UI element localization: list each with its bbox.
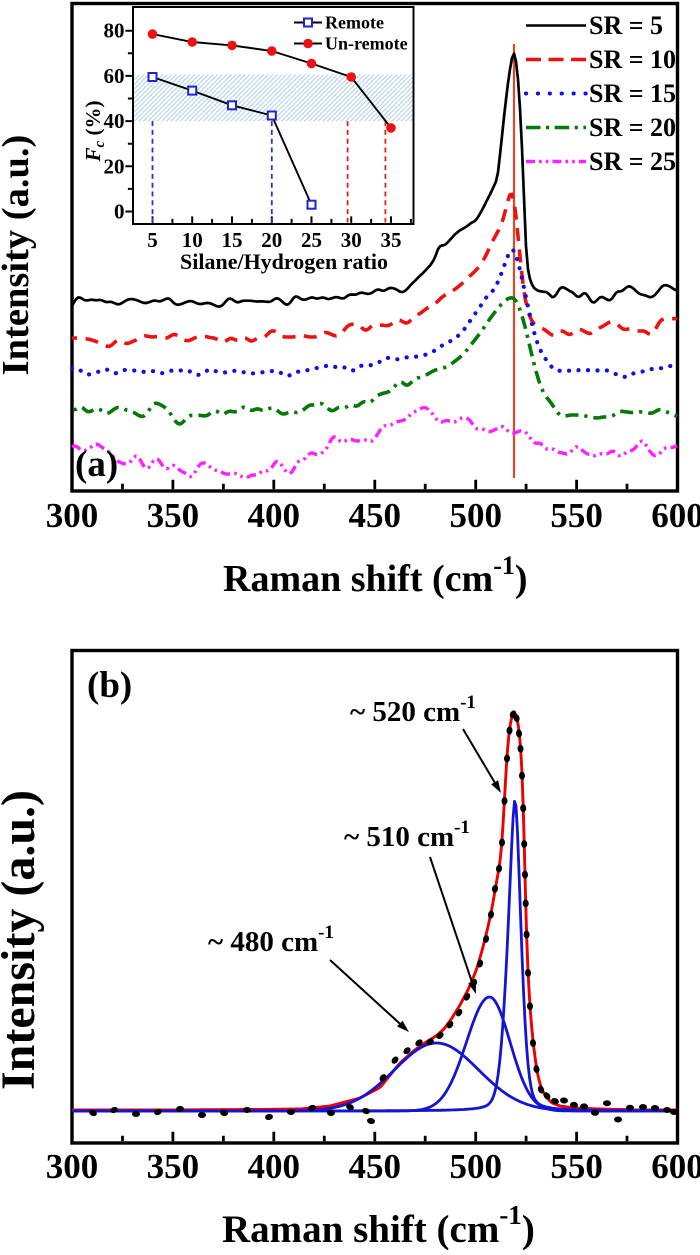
svg-text:5: 5 bbox=[147, 228, 158, 252]
svg-text:400: 400 bbox=[248, 496, 301, 535]
svg-text:Un-remote: Un-remote bbox=[325, 34, 408, 54]
svg-text:(b): (b) bbox=[87, 665, 132, 706]
svg-text:35: 35 bbox=[381, 228, 402, 252]
svg-text:SR = 5: SR = 5 bbox=[589, 11, 663, 40]
svg-text:20: 20 bbox=[104, 154, 125, 178]
svg-text:Remote: Remote bbox=[325, 13, 384, 33]
svg-text:450: 450 bbox=[349, 1147, 402, 1186]
svg-text:40: 40 bbox=[104, 109, 125, 133]
svg-text:350: 350 bbox=[147, 496, 200, 535]
svg-text:15: 15 bbox=[222, 228, 243, 252]
svg-text:~ 510 cm-1: ~ 510 cm-1 bbox=[344, 817, 470, 853]
svg-text:Silane/Hydrogen ratio: Silane/Hydrogen ratio bbox=[180, 249, 388, 274]
svg-text:400: 400 bbox=[248, 1147, 301, 1186]
svg-text:60: 60 bbox=[104, 64, 125, 88]
svg-text:Raman shift (cm-1): Raman shift (cm-1) bbox=[223, 551, 528, 600]
svg-text:25: 25 bbox=[301, 228, 322, 252]
svg-text:80: 80 bbox=[104, 19, 125, 43]
svg-text:500: 500 bbox=[449, 1147, 502, 1186]
svg-text:450: 450 bbox=[349, 496, 402, 535]
svg-text:Intensity (a.u.): Intensity (a.u.) bbox=[0, 790, 45, 1090]
svg-text:550: 550 bbox=[550, 1147, 603, 1186]
svg-text:350: 350 bbox=[147, 1147, 200, 1186]
svg-text:~ 520 cm-1: ~ 520 cm-1 bbox=[350, 692, 476, 728]
svg-text:300: 300 bbox=[46, 496, 99, 535]
svg-text:550: 550 bbox=[550, 496, 603, 535]
svg-text:SR = 15: SR = 15 bbox=[589, 79, 676, 108]
svg-text:(a): (a) bbox=[75, 444, 118, 485]
svg-text:Intensity (a.u.): Intensity (a.u.) bbox=[0, 135, 37, 376]
svg-text:Fc (%): Fc (%) bbox=[81, 101, 108, 163]
svg-text:SR = 20: SR = 20 bbox=[589, 113, 676, 142]
svg-text:500: 500 bbox=[449, 496, 502, 535]
svg-text:SR = 25: SR = 25 bbox=[589, 147, 676, 176]
svg-text:300: 300 bbox=[46, 1147, 99, 1186]
svg-text:Raman shift (cm-1): Raman shift (cm-1) bbox=[222, 1200, 535, 1250]
svg-text:10: 10 bbox=[182, 228, 203, 252]
svg-text:600: 600 bbox=[651, 496, 700, 535]
svg-text:0: 0 bbox=[114, 200, 125, 224]
svg-text:~ 480 cm-1: ~ 480 cm-1 bbox=[208, 922, 334, 958]
svg-text:20: 20 bbox=[261, 228, 282, 252]
svg-text:600: 600 bbox=[651, 1147, 700, 1186]
svg-text:30: 30 bbox=[341, 228, 362, 252]
svg-text:SR = 10: SR = 10 bbox=[589, 45, 676, 74]
